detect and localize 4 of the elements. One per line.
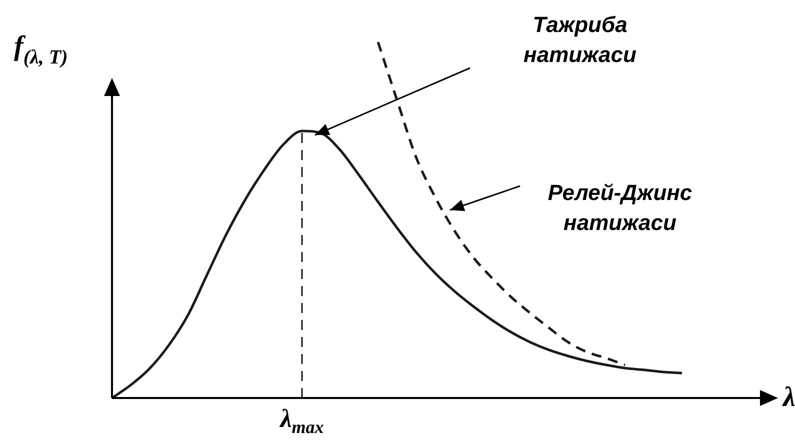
text: λ$_{max}$ <box>280 404 324 438</box>
x-axis-title: λ <box>782 382 795 413</box>
annotation: Тажриба натижаси <box>524 12 638 67</box>
annotation: Релей-Джинс натижаси <box>548 180 692 235</box>
